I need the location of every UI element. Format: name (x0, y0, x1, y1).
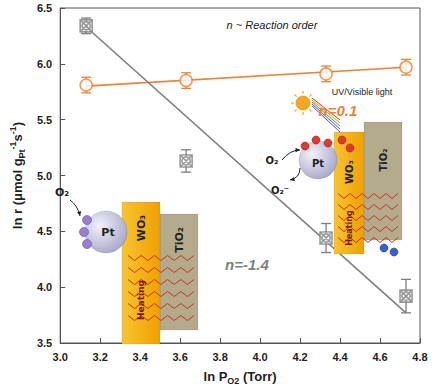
svg-text:TiO₂: TiO₂ (173, 227, 186, 253)
svg-text:6.5: 6.5 (37, 2, 52, 14)
svg-text:s: s (10, 134, 25, 141)
svg-text:-1: -1 (8, 141, 18, 149)
svg-text:Pt: Pt (312, 158, 324, 169)
svg-text:3.8: 3.8 (212, 351, 227, 363)
svg-text:3.0: 3.0 (53, 351, 68, 363)
svg-text:3.5: 3.5 (37, 337, 52, 349)
svg-text:3.4: 3.4 (133, 351, 149, 363)
svg-text:n=-1.4: n=-1.4 (225, 256, 269, 273)
svg-text:O₂⁻: O₂⁻ (271, 185, 289, 196)
svg-text:3.6: 3.6 (172, 351, 187, 363)
svg-text:-1: -1 (8, 126, 18, 134)
svg-text:n=0.1: n=0.1 (319, 102, 358, 119)
svg-text:WO₃: WO₃ (344, 160, 355, 184)
svg-text:n ~ Reaction order: n ~ Reaction order (227, 19, 319, 31)
svg-text:4.2: 4.2 (292, 351, 307, 363)
svg-text:O₂: O₂ (55, 186, 69, 199)
svg-text:): ) (10, 122, 25, 126)
svg-text:6.0: 6.0 (37, 58, 52, 70)
svg-text:Heating: Heating (136, 280, 146, 320)
svg-text:5.5: 5.5 (37, 114, 52, 126)
svg-text:4.8: 4.8 (412, 351, 427, 363)
svg-text:O₂: O₂ (266, 155, 279, 166)
svg-text:ln P: ln P (204, 369, 228, 384)
svg-text:Heating: Heating (345, 210, 354, 246)
svg-text:4.4: 4.4 (332, 351, 348, 363)
svg-text:4.0: 4.0 (252, 351, 267, 363)
svg-text:(Torr): (Torr) (239, 369, 276, 384)
svg-text:TiO₂: TiO₂ (378, 148, 389, 171)
svg-text:4.6: 4.6 (372, 351, 387, 363)
svg-text:O2: O2 (227, 376, 239, 386)
svg-text:4.5: 4.5 (37, 225, 52, 237)
svg-text:WO₃: WO₃ (135, 215, 148, 241)
svg-text:Pt: Pt (17, 149, 27, 158)
svg-text:UV/Visible light: UV/Visible light (332, 87, 393, 97)
svg-text:5.0: 5.0 (37, 170, 52, 182)
svg-text:ln r (μmol g: ln r (μmol g (10, 158, 25, 229)
svg-text:Pt: Pt (101, 226, 114, 239)
svg-text:3.2: 3.2 (93, 351, 108, 363)
svg-text:4.0: 4.0 (37, 281, 52, 293)
